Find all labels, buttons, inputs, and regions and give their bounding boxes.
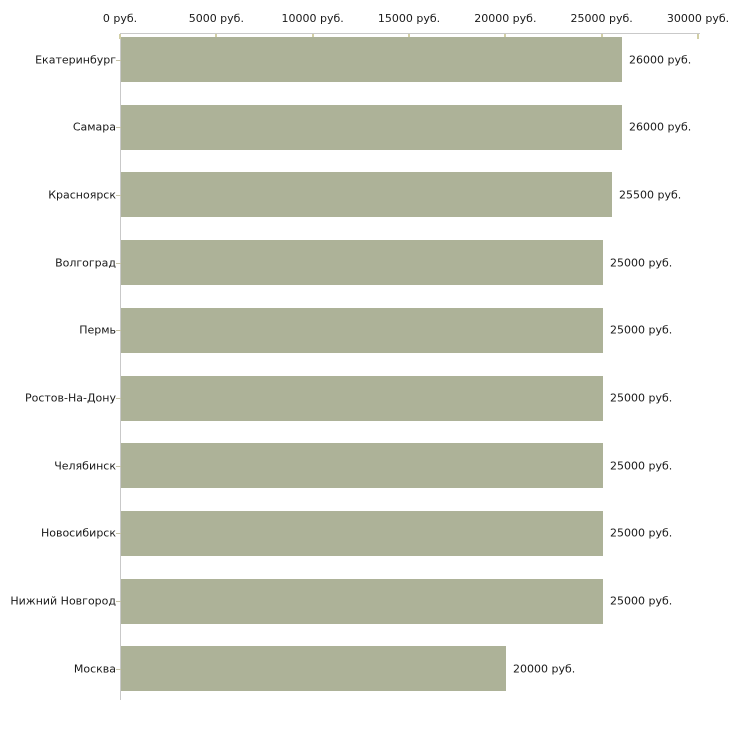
x-axis-tick-label: 25000 руб. bbox=[570, 12, 633, 25]
value-label: 25000 руб. bbox=[610, 323, 673, 337]
x-axis-tick-mark bbox=[119, 34, 121, 39]
bar bbox=[121, 375, 603, 421]
value-label: 25000 руб. bbox=[610, 256, 673, 270]
category-tick-mark bbox=[116, 263, 122, 264]
category-label: Пермь bbox=[79, 323, 116, 337]
category-tick-mark bbox=[116, 669, 122, 670]
bar bbox=[121, 37, 622, 82]
category-label: Челябинск bbox=[54, 459, 116, 473]
x-axis-tick-label: 0 руб. bbox=[102, 12, 138, 25]
category-label: Самара bbox=[72, 120, 116, 134]
bar bbox=[121, 240, 603, 286]
category-tick-mark bbox=[116, 533, 122, 534]
value-label: 26000 руб. bbox=[629, 120, 692, 134]
x-axis-tick-mark bbox=[215, 34, 218, 39]
value-label: 20000 руб. bbox=[513, 662, 576, 676]
x-axis-tick-mark bbox=[600, 34, 603, 39]
bar bbox=[121, 578, 603, 624]
value-label: 25000 руб. bbox=[610, 526, 673, 540]
x-axis-tick-label: 5000 руб. bbox=[188, 12, 244, 25]
value-label: 25000 руб. bbox=[610, 459, 673, 473]
category-label: Ростов-На-Дону bbox=[24, 391, 116, 405]
bar bbox=[121, 104, 622, 150]
bar bbox=[121, 172, 612, 218]
x-axis-tick-label: 30000 руб. bbox=[666, 12, 730, 25]
category-label: Новосибирск bbox=[40, 526, 116, 540]
y-axis-line bbox=[120, 33, 121, 700]
value-label: 25500 руб. bbox=[619, 188, 682, 202]
x-axis-tick-mark bbox=[504, 34, 507, 39]
x-axis-tick-mark bbox=[408, 34, 410, 39]
category-tick-mark bbox=[116, 330, 122, 331]
value-label: 25000 руб. bbox=[610, 391, 673, 405]
x-axis-tick-mark bbox=[697, 34, 699, 39]
x-axis-tick-label: 20000 руб. bbox=[474, 12, 537, 25]
category-tick-mark bbox=[116, 466, 122, 467]
category-tick-mark bbox=[116, 398, 122, 399]
x-axis-tick-label: 10000 руб. bbox=[281, 12, 344, 25]
category-tick-mark bbox=[116, 60, 122, 61]
category-label: Красноярск bbox=[48, 188, 116, 202]
bar bbox=[121, 510, 603, 556]
category-label: Нижний Новгород bbox=[10, 594, 116, 608]
value-label: 26000 руб. bbox=[629, 53, 692, 66]
category-tick-mark bbox=[116, 601, 122, 602]
category-label: Екатеринбург bbox=[35, 53, 116, 66]
x-axis-tick-label: 15000 руб. bbox=[377, 12, 441, 25]
bar bbox=[121, 443, 603, 489]
bar bbox=[121, 307, 603, 353]
category-tick-mark bbox=[116, 127, 122, 128]
x-axis-tick-mark bbox=[311, 34, 314, 39]
bar bbox=[121, 646, 506, 692]
category-tick-mark bbox=[116, 195, 122, 196]
category-label: Волгоград bbox=[55, 256, 116, 270]
value-label: 25000 руб. bbox=[610, 594, 673, 608]
x-axis-line bbox=[120, 33, 700, 34]
category-label: Москва bbox=[73, 662, 116, 676]
